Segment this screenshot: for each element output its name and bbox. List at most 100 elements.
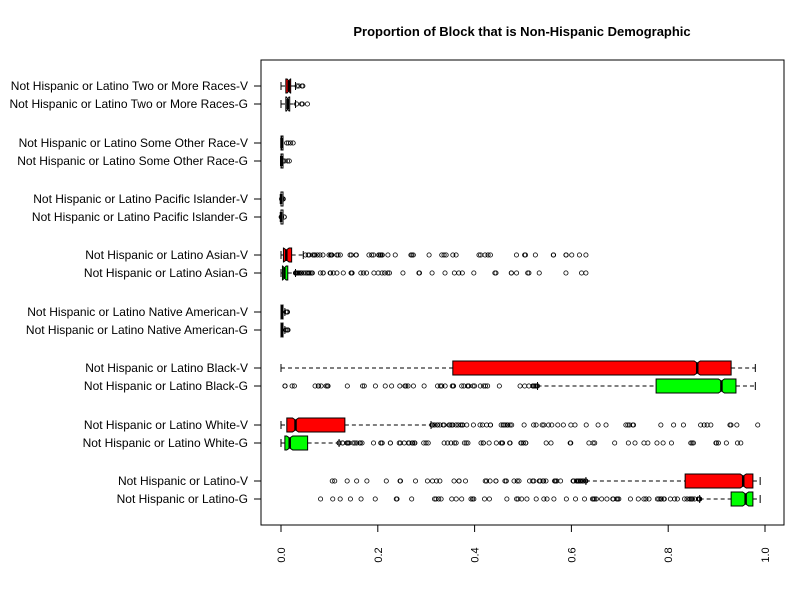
outlier-point: [595, 422, 601, 428]
outlier-point: [661, 496, 667, 502]
outlier-point: [302, 252, 308, 258]
outlier-point: [359, 440, 365, 446]
outlier-point: [493, 478, 499, 484]
outlier-point: [593, 496, 599, 502]
outlier-point: [296, 270, 302, 276]
plot-frame: [260, 59, 785, 526]
outlier-point: [449, 383, 455, 389]
outlier-point: [326, 252, 332, 258]
outlier-point: [563, 270, 569, 276]
outlier-point: [654, 440, 660, 446]
outlier-point: [318, 383, 324, 389]
outlier-point: [437, 383, 443, 389]
outlier-point: [410, 383, 416, 389]
box-row: [318, 491, 761, 507]
outlier-point: [658, 496, 664, 502]
outlier-point: [352, 440, 358, 446]
outlier-point: [334, 270, 340, 276]
outlier-point: [464, 422, 470, 428]
outlier-point: [315, 383, 321, 389]
outlier-point: [568, 422, 574, 428]
outlier-point: [625, 422, 631, 428]
outlier-point: [488, 422, 494, 428]
outlier-point: [320, 252, 326, 258]
outlier-point: [455, 422, 461, 428]
outlier-point: [383, 478, 389, 484]
outlier-point: [282, 383, 288, 389]
outlier-point: [723, 440, 729, 446]
outlier-point: [328, 252, 334, 258]
outlier-point: [445, 440, 451, 446]
outlier-point: [358, 496, 364, 502]
outlier-point: [646, 496, 652, 502]
outlier-point: [298, 270, 304, 276]
category-label: Not Hispanic or Latino Asian-G: [84, 266, 248, 280]
plot-area: [278, 78, 761, 507]
outlier-point: [507, 440, 513, 446]
outlier-point: [348, 270, 354, 276]
outlier-point: [616, 496, 622, 502]
outlier-point: [590, 440, 596, 446]
outlier-point: [410, 440, 416, 446]
outlier-point: [358, 270, 364, 276]
outlier-point: [715, 440, 721, 446]
outlier-point: [301, 270, 307, 276]
outlier-point: [486, 440, 492, 446]
outlier-point: [514, 270, 520, 276]
outlier-point: [396, 440, 402, 446]
box-row: [282, 378, 756, 394]
outlier-point: [335, 252, 341, 258]
outlier-point: [435, 422, 441, 428]
outlier-point: [294, 83, 300, 89]
outlier-point: [442, 383, 448, 389]
outlier-point: [397, 383, 403, 389]
box-body: [286, 417, 346, 433]
category-label: Not Hispanic or Latino Pacific Islander-…: [32, 210, 248, 224]
outlier-point: [379, 252, 385, 258]
outlier-point: [354, 478, 360, 484]
outlier-point: [558, 478, 564, 484]
outlier-point: [461, 440, 467, 446]
outlier-point: [583, 478, 589, 484]
outlier-point: [453, 496, 459, 502]
outlier-point: [317, 270, 323, 276]
outlier-point: [480, 440, 486, 446]
outlier-point: [484, 478, 490, 484]
outlier-point: [456, 478, 462, 484]
outlier-point: [410, 252, 416, 258]
outlier-point: [337, 496, 343, 502]
outlier-point: [426, 252, 432, 258]
outlier-point: [727, 422, 733, 428]
outlier-point: [327, 270, 333, 276]
outlier-point: [429, 422, 435, 428]
category-labels: Not Hispanic or Latino Two or More Races…: [9, 79, 261, 506]
outlier-point: [544, 496, 550, 502]
outlier-point: [635, 496, 641, 502]
outlier-point: [472, 383, 478, 389]
outlier-point: [421, 440, 427, 446]
category-label: Not Hispanic or Latino Pacific Islander-…: [33, 192, 248, 206]
outlier-point: [543, 478, 549, 484]
outlier-point: [551, 252, 557, 258]
outlier-point: [563, 496, 569, 502]
box-body: [730, 491, 754, 507]
outlier-point: [439, 252, 445, 258]
outlier-point: [551, 496, 557, 502]
outlier-point: [522, 252, 528, 258]
outlier-point: [346, 440, 352, 446]
outlier-point: [654, 496, 660, 502]
outlier-point: [701, 422, 707, 428]
outlier-point: [347, 252, 353, 258]
outlier-point: [563, 252, 569, 258]
outlier-point: [314, 252, 320, 258]
x-axis: 0.0 0.2 0.4 0.6 0.8 1.0: [276, 524, 772, 563]
outlier-point: [485, 252, 491, 258]
outlier-point: [482, 496, 488, 502]
outlier-point: [668, 440, 674, 446]
outlier-point: [672, 496, 678, 502]
outlier-point: [552, 478, 558, 484]
outlier-point: [656, 496, 662, 502]
outlier-point: [680, 422, 686, 428]
outlier-point: [386, 270, 392, 276]
